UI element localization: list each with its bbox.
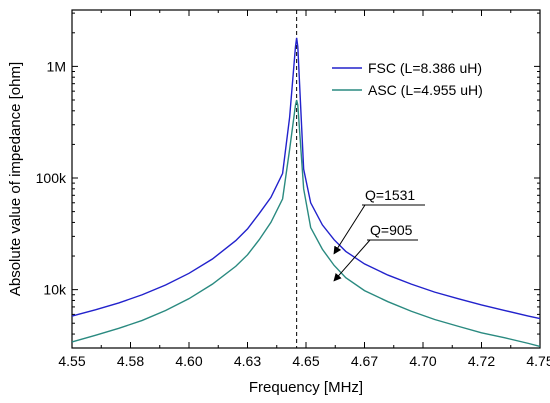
axes-layer: 4.55 4.58 4.60 4.63 4.65 4.67 4.70 4.72 4.75 10k 1… [36,9,550,369]
legend-label: ASC (L=4.955 uH) [368,82,483,98]
x-tick-label: 4.58 [117,353,144,369]
x-tick-label: 4.67 [351,353,378,369]
series-layer [71,37,541,348]
x-tick-label: 4.60 [175,353,202,369]
x-tick-label: 4.65 [292,353,319,369]
x-axis-title: Frequency [MHz] [249,379,363,396]
series-line-fsc [71,37,541,320]
y-axis-title: Absolute value of impedance [ohm] [7,62,24,296]
annotation-layer: Q=1531 Q=905 [333,187,425,282]
q-annotation-label: Q=905 [370,222,413,238]
q-annotation-label: Q=1531 [365,187,415,203]
q-annotation-arrow [333,239,371,282]
series-line-asc [71,99,541,348]
x-tick-label: 4.70 [409,353,436,369]
legend-label: FSC (L=8.386 uH) [368,60,482,76]
x-tick-label: 4.55 [58,353,85,369]
q-annotation-arrow [333,204,366,255]
x-tick-label: 4.75 [526,353,550,369]
y-tick-label: 10k [43,282,67,298]
legend: FSC (L=8.386 uH) ASC (L=4.955 uH) [332,60,483,98]
y-tick-label: 100k [36,170,67,186]
x-tick-label: 4.72 [468,353,495,369]
y-tick-label: 1M [47,58,66,74]
x-tick-label: 4.63 [234,353,261,369]
